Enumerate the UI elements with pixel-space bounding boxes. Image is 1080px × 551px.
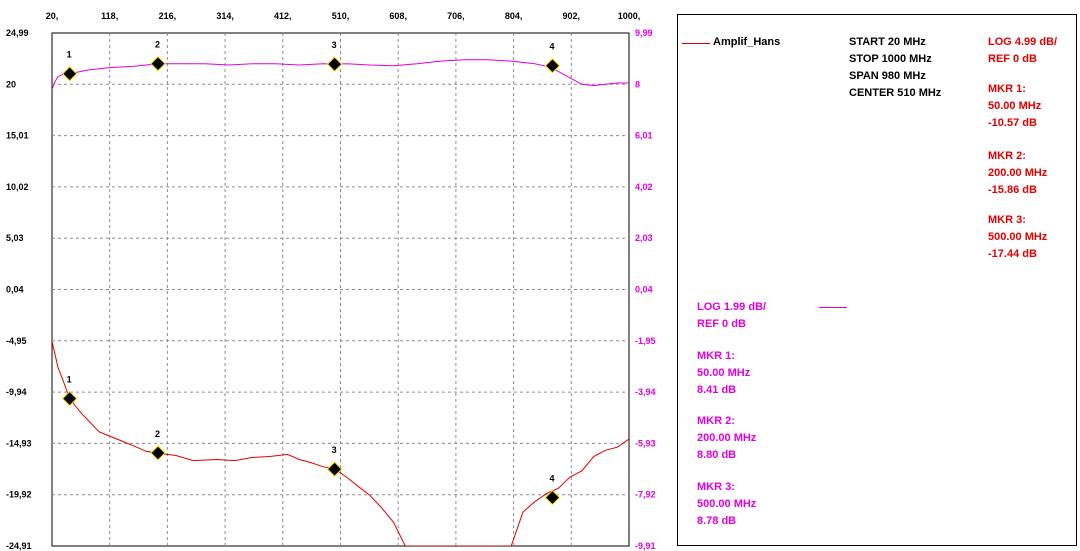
marker-diamond-left — [61, 390, 78, 407]
marker-label-left: 1 — [67, 375, 72, 385]
y-right-tick-label: 9,99 — [635, 28, 653, 38]
marker-diamond-right — [150, 55, 166, 72]
sweep-center: CENTER 510 MHz — [849, 87, 942, 99]
x-tick-label: 118, — [101, 11, 118, 21]
marker-diamond-left — [544, 489, 561, 506]
red-marker-1-freq: 50.00 MHz — [988, 100, 1042, 112]
marker-label-right: 2 — [155, 40, 160, 50]
magenta-marker-3-value: 8.78 dB — [697, 515, 737, 527]
trace1-name: Amplif_Hans — [713, 36, 781, 48]
x-tick-label: 314, — [216, 11, 234, 21]
marker-label-left: 4 — [549, 474, 554, 484]
x-tick-label: 902, — [563, 11, 581, 21]
red-marker-1-value: -10.57 dB — [988, 117, 1037, 129]
y-right-tick-label: 6,01 — [635, 131, 653, 141]
magenta-marker-3-freq: 500.00 MHz — [697, 498, 757, 510]
x-tick-label: 608, — [389, 11, 407, 21]
magenta-marker-1-freq: 50.00 MHz — [697, 367, 751, 379]
chart: 20, 118, 216, 314, 412, 510, 608, 706, 804, 902, 1… — [6, 11, 656, 551]
marker-label-right: 3 — [332, 40, 337, 50]
red-marker-3-value: -17.44 dB — [988, 248, 1037, 260]
y-left-tick-label: 10,02 — [6, 182, 29, 192]
magenta-marker-3-title: MKR 3: — [697, 481, 735, 493]
y-right-tick-label: -5,93 — [635, 438, 656, 448]
sweep-start: START 20 MHz — [849, 36, 926, 48]
marker-label-left: 2 — [155, 429, 160, 439]
trace1-swatch — [682, 43, 710, 44]
legend-panel: Amplif_Hans START 20 MHz STOP 1000 MHz S… — [677, 14, 1077, 546]
magenta-marker-2-value: 8.80 dB — [697, 449, 737, 461]
red-marker-2-title: MKR 2: — [988, 150, 1026, 162]
y-right-tick-label: -9,91 — [635, 541, 656, 551]
y-left-tick-label: -9,94 — [6, 387, 27, 397]
magenta-marker-1-title: MKR 1: — [697, 350, 735, 362]
magenta-marker-2-title: MKR 2: — [697, 415, 735, 427]
y-right-tick-label: -1,95 — [635, 336, 656, 346]
y-right-tick-label: 4,02 — [635, 182, 653, 192]
y-left-tick-label: 20 — [6, 79, 16, 89]
magenta-marker-1-value: 8.41 dB — [697, 384, 737, 396]
marker-diamond-right — [326, 56, 343, 72]
marker-diamond-left — [326, 461, 343, 477]
marker-label-left: 3 — [332, 445, 337, 455]
x-tick-label: 412, — [274, 11, 292, 21]
sweep-stop: STOP 1000 MHz — [849, 53, 932, 65]
y-left-tick-label: 0,04 — [6, 285, 24, 295]
series-red-line — [52, 341, 629, 546]
red-scale: LOG 4.99 dB/ — [988, 36, 1058, 48]
red-marker-3-freq: 500.00 MHz — [988, 231, 1048, 243]
x-tick-label: 20, — [46, 11, 59, 21]
x-tick-label: 510, — [332, 11, 350, 21]
marker-diamond-right — [61, 66, 78, 82]
y-left-tick-label: -4,95 — [6, 336, 27, 346]
marker-label-right: 1 — [67, 50, 72, 60]
y-left-tick-label: -19,92 — [6, 490, 32, 500]
red-marker-2-freq: 200.00 MHz — [988, 167, 1048, 179]
marker-diamond-left — [150, 445, 166, 461]
red-marker-1-title: MKR 1: — [988, 83, 1026, 95]
x-tick-label: 216, — [159, 11, 177, 21]
y-right-tick-label: 8 — [635, 79, 640, 89]
red-marker-2-value: -15.86 dB — [988, 184, 1037, 196]
sweep-span: SPAN 980 MHz — [849, 70, 926, 82]
red-marker-3-title: MKR 3: — [988, 214, 1026, 226]
magenta-ref: REF 0 dB — [697, 318, 746, 330]
y-left-tick-label: 5,03 — [6, 233, 24, 243]
x-tick-label: 804, — [505, 11, 523, 21]
y-left-tick-label: 24,99 — [6, 28, 29, 38]
magenta-scale: LOG 1.99 dB/ — [697, 301, 767, 313]
marker-label-right: 4 — [549, 42, 554, 52]
y-left-tick-label: -24,91 — [6, 541, 32, 551]
marker-diamond-right — [544, 58, 561, 74]
magenta-swatch — [819, 307, 847, 308]
y-left-tick-label: 15,01 — [6, 131, 29, 141]
y-right-tick-label: 0,04 — [635, 285, 653, 295]
y-left-tick-label: -14,93 — [6, 438, 32, 448]
magenta-marker-2-freq: 200.00 MHz — [697, 432, 757, 444]
y-right-tick-label: -7,92 — [635, 490, 656, 500]
y-right-tick-label: -3,94 — [635, 387, 656, 397]
y-right-tick-label: 2,03 — [635, 233, 653, 243]
red-ref: REF 0 dB — [988, 53, 1037, 65]
x-tick-label: 1000, — [618, 11, 641, 21]
x-tick-label: 706, — [447, 11, 465, 21]
